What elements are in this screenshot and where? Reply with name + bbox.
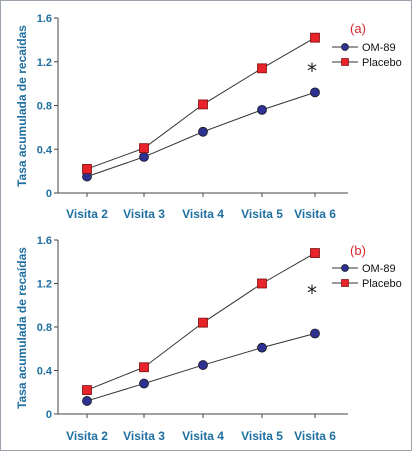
- y-tick-label: 0.8: [37, 322, 52, 334]
- y-tick-label: 1.6: [37, 13, 52, 25]
- x-tick-label: Visita 2: [66, 429, 108, 443]
- x-tick-label: Visita 4: [182, 207, 224, 221]
- data-point-placebo: [310, 32, 320, 43]
- data-point-om89: [139, 152, 149, 162]
- chart-panel-2: 0 0.4 0.8 1.2 1.6 Visita 2 Visita 3 Visita 4 Vis…: [15, 235, 402, 443]
- data-point-om89: [257, 342, 267, 353]
- y-tick-label: 1.2: [37, 57, 52, 69]
- y-tick-label: 0.4: [37, 366, 53, 378]
- legend-label: Placebo: [362, 278, 402, 290]
- legend: OM-89 Placebo: [332, 42, 402, 69]
- y-tick-label: 0: [46, 188, 52, 200]
- chart-panel-1: 0 0.4 0.8 1.2 1.6 Visita 2 Visita 3 Visita 4 Vis…: [15, 13, 402, 221]
- x-tick-label: Visita 6: [294, 429, 336, 443]
- x-tick-label: Visita 5: [241, 207, 283, 221]
- data-point-placebo: [139, 362, 149, 373]
- x-tick-label: Visita 5: [241, 429, 283, 443]
- y-tick-label: 1.2: [37, 279, 52, 291]
- y-tick-label: 0.8: [37, 101, 52, 113]
- data-point-placebo: [198, 317, 208, 328]
- y-axis-title: Tasa acumulada de recaídas: [15, 247, 29, 409]
- data-point-placebo: [310, 248, 320, 258]
- legend-marker-om89: [341, 43, 349, 51]
- panel-label: (a): [350, 21, 366, 36]
- data-point-om89: [139, 378, 149, 389]
- significance-asterisk: *: [307, 59, 317, 83]
- legend-marker-placebo: [341, 279, 349, 287]
- data-point-om89: [82, 396, 92, 406]
- legend-label: Placebo: [362, 57, 402, 69]
- data-point-om89: [310, 328, 320, 339]
- x-tick-label: Visita 3: [123, 207, 165, 221]
- y-tick-label: 0: [46, 409, 52, 421]
- data-point-placebo: [257, 63, 267, 74]
- data-point-om89: [257, 104, 267, 115]
- x-tick-label: Visita 2: [66, 207, 108, 221]
- data-point-om89: [310, 87, 320, 98]
- x-tick-label: Visita 4: [182, 429, 224, 443]
- data-point-om89: [198, 360, 208, 370]
- x-tick-label: Visita 3: [123, 429, 165, 443]
- legend-marker-placebo: [341, 58, 349, 66]
- y-tick-label: 1.6: [37, 235, 52, 247]
- data-point-placebo: [198, 99, 208, 110]
- legend-label: OM-89: [362, 42, 396, 54]
- data-point-placebo: [82, 164, 92, 174]
- data-point-placebo: [257, 278, 267, 289]
- y-tick-label: 0.4: [37, 144, 53, 156]
- x-tick-label: Visita 6: [294, 207, 336, 221]
- legend: OM-89 Placebo: [332, 263, 402, 290]
- y-axis-title: Tasa acumulada de recaídas: [15, 25, 29, 187]
- legend-marker-om89: [341, 264, 349, 272]
- panel-label: (b): [350, 243, 366, 258]
- data-point-placebo: [139, 143, 149, 154]
- legend-label: OM-89: [362, 263, 396, 275]
- significance-asterisk: *: [307, 281, 317, 305]
- data-point-om89: [198, 126, 208, 137]
- data-point-placebo: [82, 385, 92, 395]
